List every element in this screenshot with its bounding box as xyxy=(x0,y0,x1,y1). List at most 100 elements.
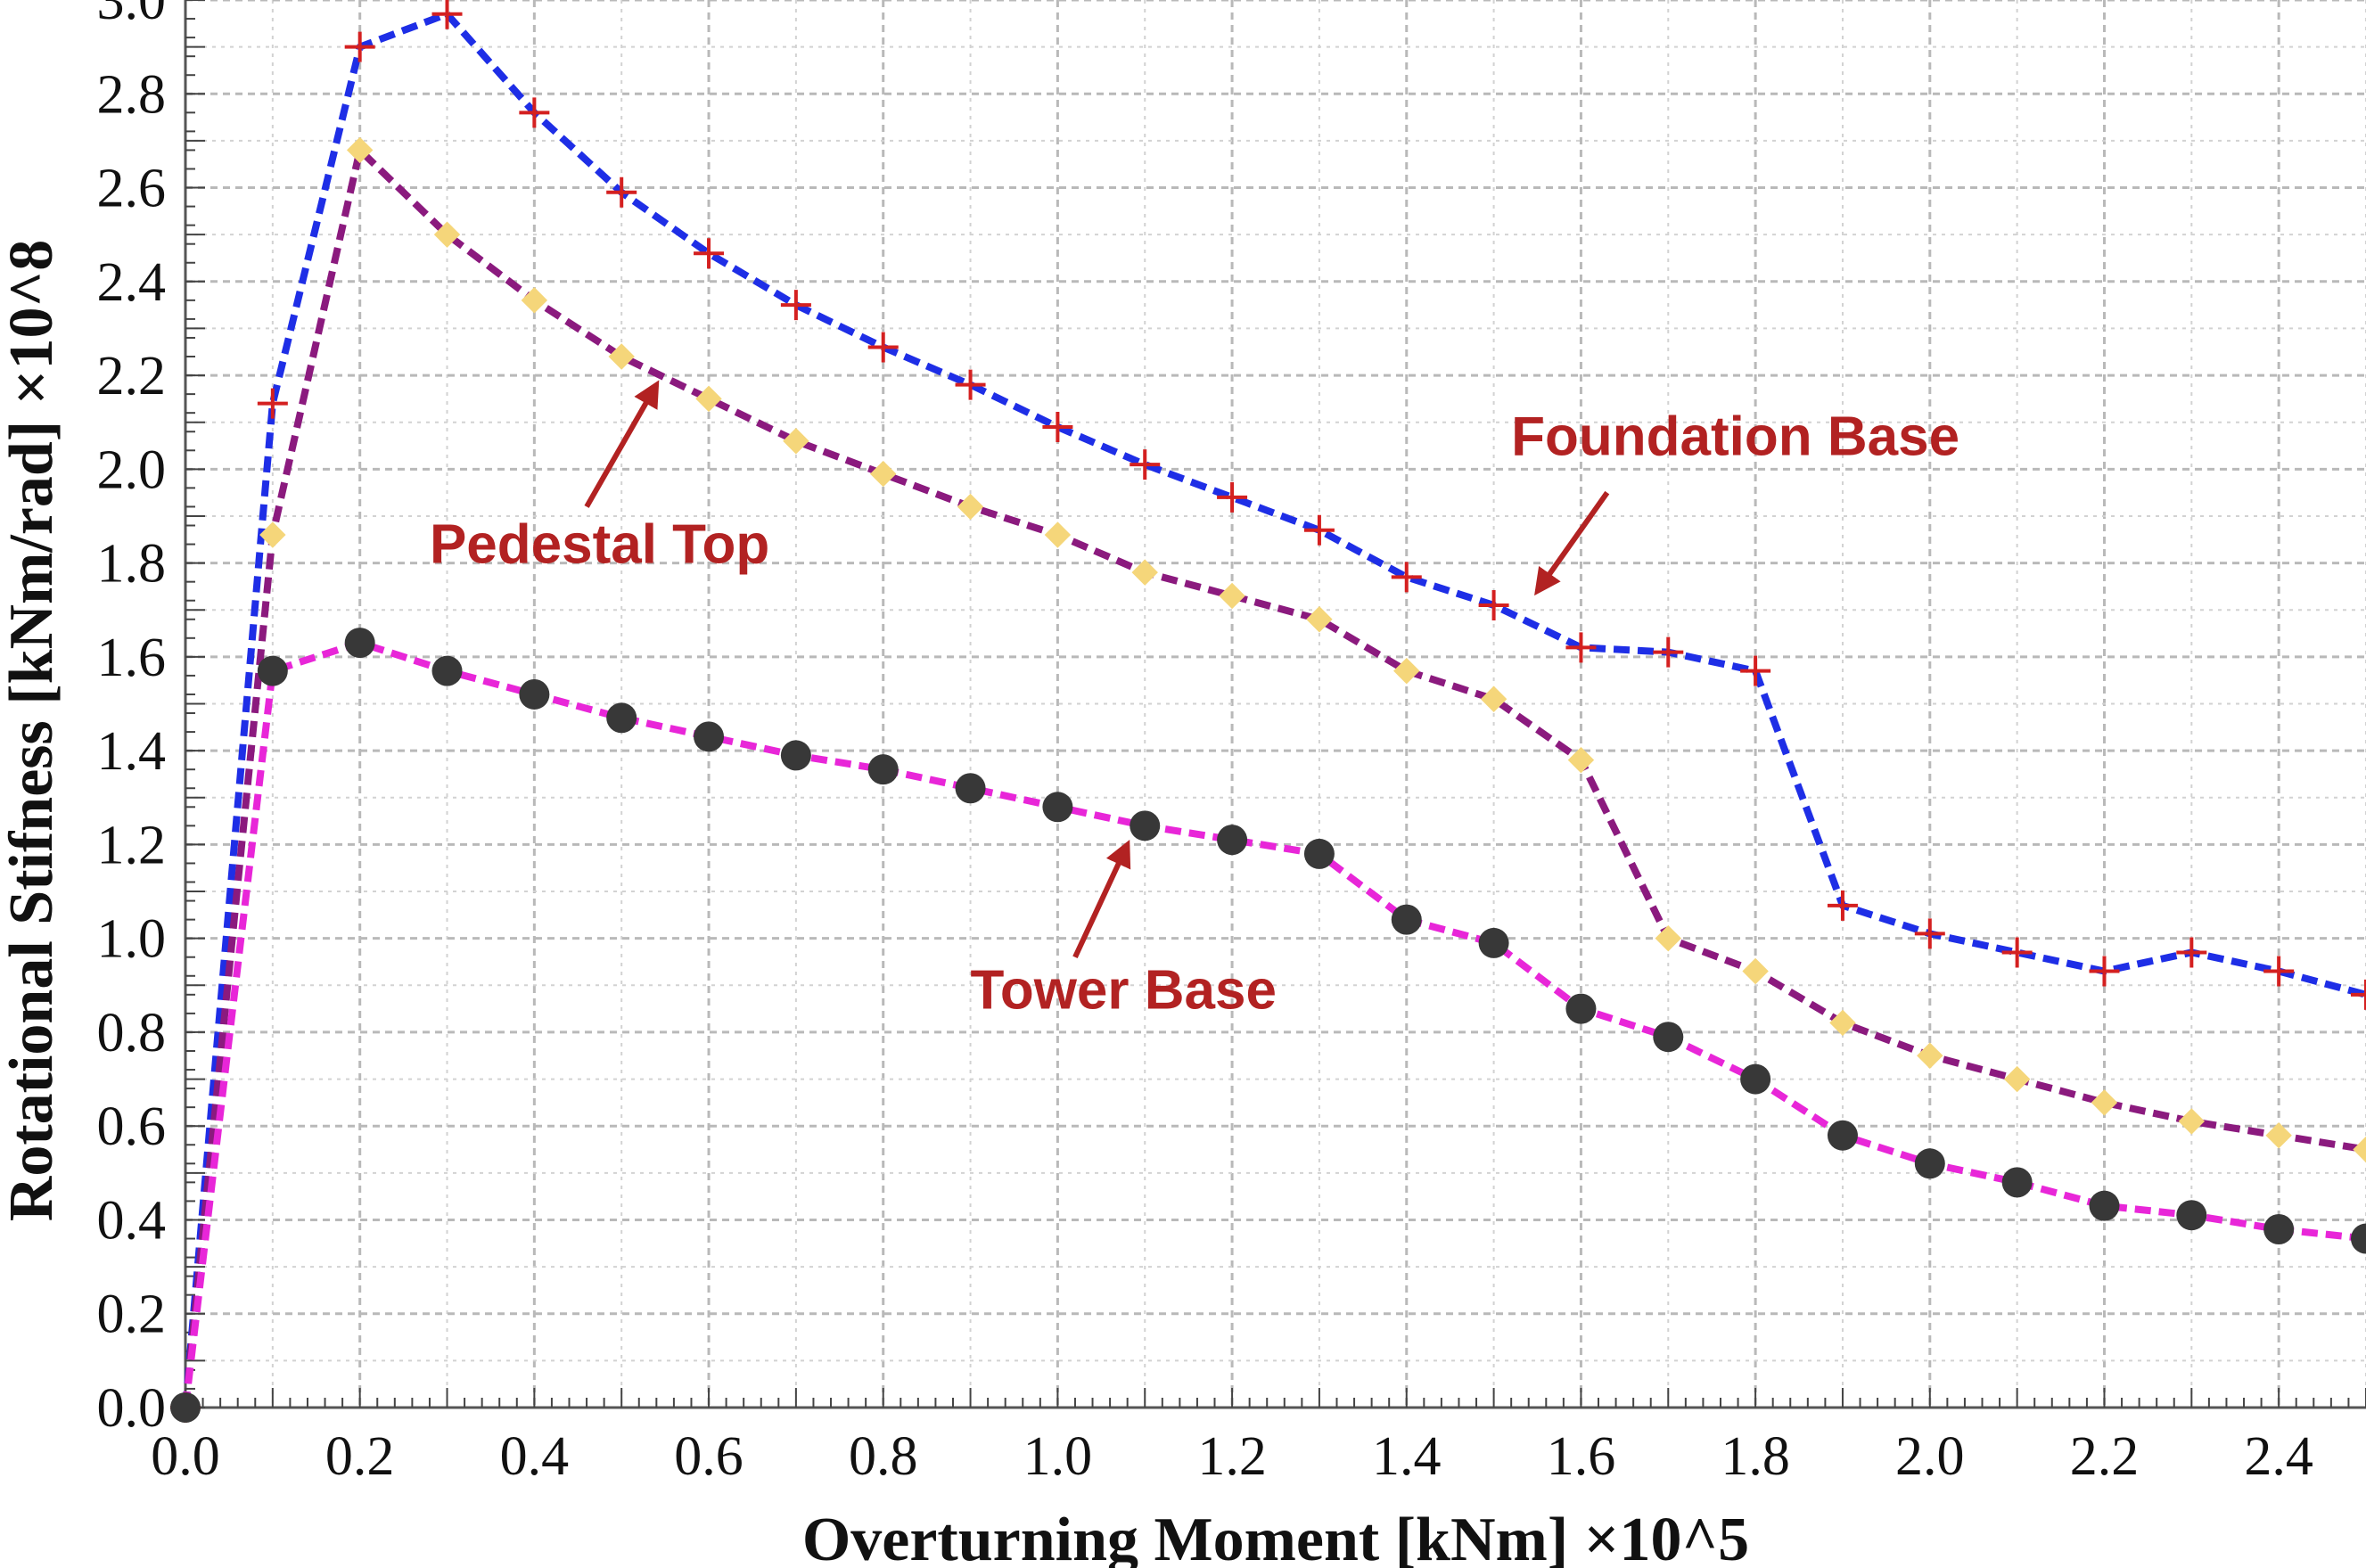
data-point-series-1 xyxy=(257,388,288,419)
series-line-2 xyxy=(182,146,2366,1408)
data-point-series-2 xyxy=(2353,1136,2366,1163)
y-tick-label: 2.6 xyxy=(97,159,167,219)
data-point-series-2 xyxy=(2003,1065,2031,1093)
x-tick-label: 0.4 xyxy=(500,1426,570,1487)
data-point-series-1 xyxy=(1565,632,1597,663)
data-point-series-1 xyxy=(1740,655,1771,686)
annotation-arrow xyxy=(1072,839,1131,958)
x-tick-label: 2.2 xyxy=(2070,1426,2140,1487)
data-point-series-2 xyxy=(608,343,635,370)
data-point-series-1 xyxy=(780,290,811,321)
y-tick-label: 1.6 xyxy=(97,628,167,688)
data-point-series-3 xyxy=(606,702,637,734)
data-point-series-1 xyxy=(1130,449,1161,480)
data-point-series-3 xyxy=(170,1392,201,1423)
data-point-series-3 xyxy=(867,754,899,785)
x-tick-label: 1.0 xyxy=(1023,1426,1093,1487)
x-tick-label: 2.4 xyxy=(2244,1426,2313,1487)
data-point-series-3 xyxy=(1740,1063,1771,1095)
data-point-series-2 xyxy=(1917,1042,1943,1069)
data-point-series-1 xyxy=(2263,956,2295,987)
y-tick-label: 2.2 xyxy=(97,346,167,406)
data-point-series-1 xyxy=(431,0,463,29)
data-point-series-2 xyxy=(1393,657,1420,685)
y-tick-label: 3.0 xyxy=(97,0,167,31)
data-point-series-1 xyxy=(694,238,725,269)
data-point-series-3 xyxy=(2176,1200,2207,1231)
data-point-series-3 xyxy=(1565,993,1597,1024)
data-point-series-2 xyxy=(2265,1122,2292,1149)
y-tick-label: 0.0 xyxy=(97,1378,167,1439)
data-point-series-2 xyxy=(1567,746,1595,774)
y-tick-label: 0.6 xyxy=(97,1096,167,1157)
data-point-series-3 xyxy=(694,721,725,752)
x-tick-label: 0.6 xyxy=(674,1426,743,1487)
data-point-series-1 xyxy=(1303,514,1335,546)
x-tick-label: 0.8 xyxy=(849,1426,918,1487)
data-point-series-2 xyxy=(346,136,374,164)
data-point-series-1 xyxy=(1391,562,1422,593)
y-tick-label: 2.4 xyxy=(97,252,167,313)
data-point-series-1 xyxy=(2351,979,2366,1010)
data-point-series-1 xyxy=(1478,589,1509,620)
data-point-series-3 xyxy=(1217,825,1248,856)
data-point-series-3 xyxy=(1653,1022,1684,1053)
data-point-series-2 xyxy=(2091,1089,2118,1116)
data-point-series-3 xyxy=(1827,1120,1858,1151)
x-tick-label: 1.8 xyxy=(1721,1426,1790,1487)
y-tick-label: 1.0 xyxy=(97,909,167,970)
data-point-series-1 xyxy=(606,177,637,208)
annotation-arrow xyxy=(584,380,660,508)
annotation-label: Pedestal Top xyxy=(430,514,769,576)
y-tick-label: 0.4 xyxy=(97,1190,167,1251)
data-point-series-3 xyxy=(1303,838,1335,869)
y-tick-label: 1.8 xyxy=(97,534,167,595)
data-point-series-1 xyxy=(955,369,986,400)
data-point-series-1 xyxy=(1827,890,1858,921)
data-point-series-2 xyxy=(1306,606,1333,633)
annotations: Foundation Base Pedestal Top Tower Base xyxy=(430,380,1959,1022)
data-point-series-1 xyxy=(1914,918,1945,949)
data-point-series-2 xyxy=(1480,685,1508,712)
data-point-series-2 xyxy=(1829,1009,1856,1037)
data-point-series-2 xyxy=(1044,521,1072,548)
data-point-series-3 xyxy=(1391,904,1422,935)
data-point-series-1 xyxy=(344,31,375,62)
data-point-series-2 xyxy=(870,460,897,488)
data-point-series-3 xyxy=(2089,1190,2120,1221)
data-point-series-2 xyxy=(521,287,548,314)
x-tick-label: 1.2 xyxy=(1197,1426,1267,1487)
x-tick-label: 1.6 xyxy=(1547,1426,1616,1487)
annotation-arrow xyxy=(1534,490,1610,596)
data-point-series-3 xyxy=(1478,927,1509,958)
series-line-3 xyxy=(182,639,2366,1408)
annotation-label: Foundation Base xyxy=(1511,406,1959,468)
data-point-series-2 xyxy=(259,521,286,548)
data-point-series-1 xyxy=(519,97,550,128)
data-point-series-3 xyxy=(1042,792,1073,823)
data-point-series-2 xyxy=(1655,924,1681,952)
data-point-series-3 xyxy=(431,655,463,686)
data-point-series-2 xyxy=(1131,559,1158,586)
data-point-series-3 xyxy=(955,773,986,804)
y-tick-label: 0.8 xyxy=(97,1003,167,1063)
data-point-series-3 xyxy=(2351,1223,2366,1254)
y-axis-title: Rotational Stifness [kNm/rad] ×10^8 xyxy=(0,240,66,1221)
x-tick-label: 2.0 xyxy=(1895,1426,1965,1487)
data-point-series-1 xyxy=(2176,937,2207,968)
data-point-series-1 xyxy=(2089,956,2120,987)
x-tick-label: 1.4 xyxy=(1372,1426,1442,1487)
data-point-series-2 xyxy=(1219,582,1245,610)
y-tick-label: 0.2 xyxy=(97,1285,167,1345)
axes: 0.0 0.2 0.4 0.6 0.8 1.0 1.2 1.4 1.6 1.8 2.0 2.2 2.4 0… xyxy=(97,0,2366,1487)
data-point-series-2 xyxy=(695,385,722,413)
data-point-series-3 xyxy=(2263,1213,2295,1244)
y-tick-label: 2.8 xyxy=(97,64,167,125)
y-tick-label: 1.2 xyxy=(97,815,167,875)
annotation-label: Tower Base xyxy=(971,960,1277,1022)
data-point-series-1 xyxy=(1217,481,1248,513)
data-point-series-3 xyxy=(1914,1148,1945,1179)
series-group xyxy=(170,0,2366,1423)
data-point-series-1 xyxy=(1653,636,1684,668)
